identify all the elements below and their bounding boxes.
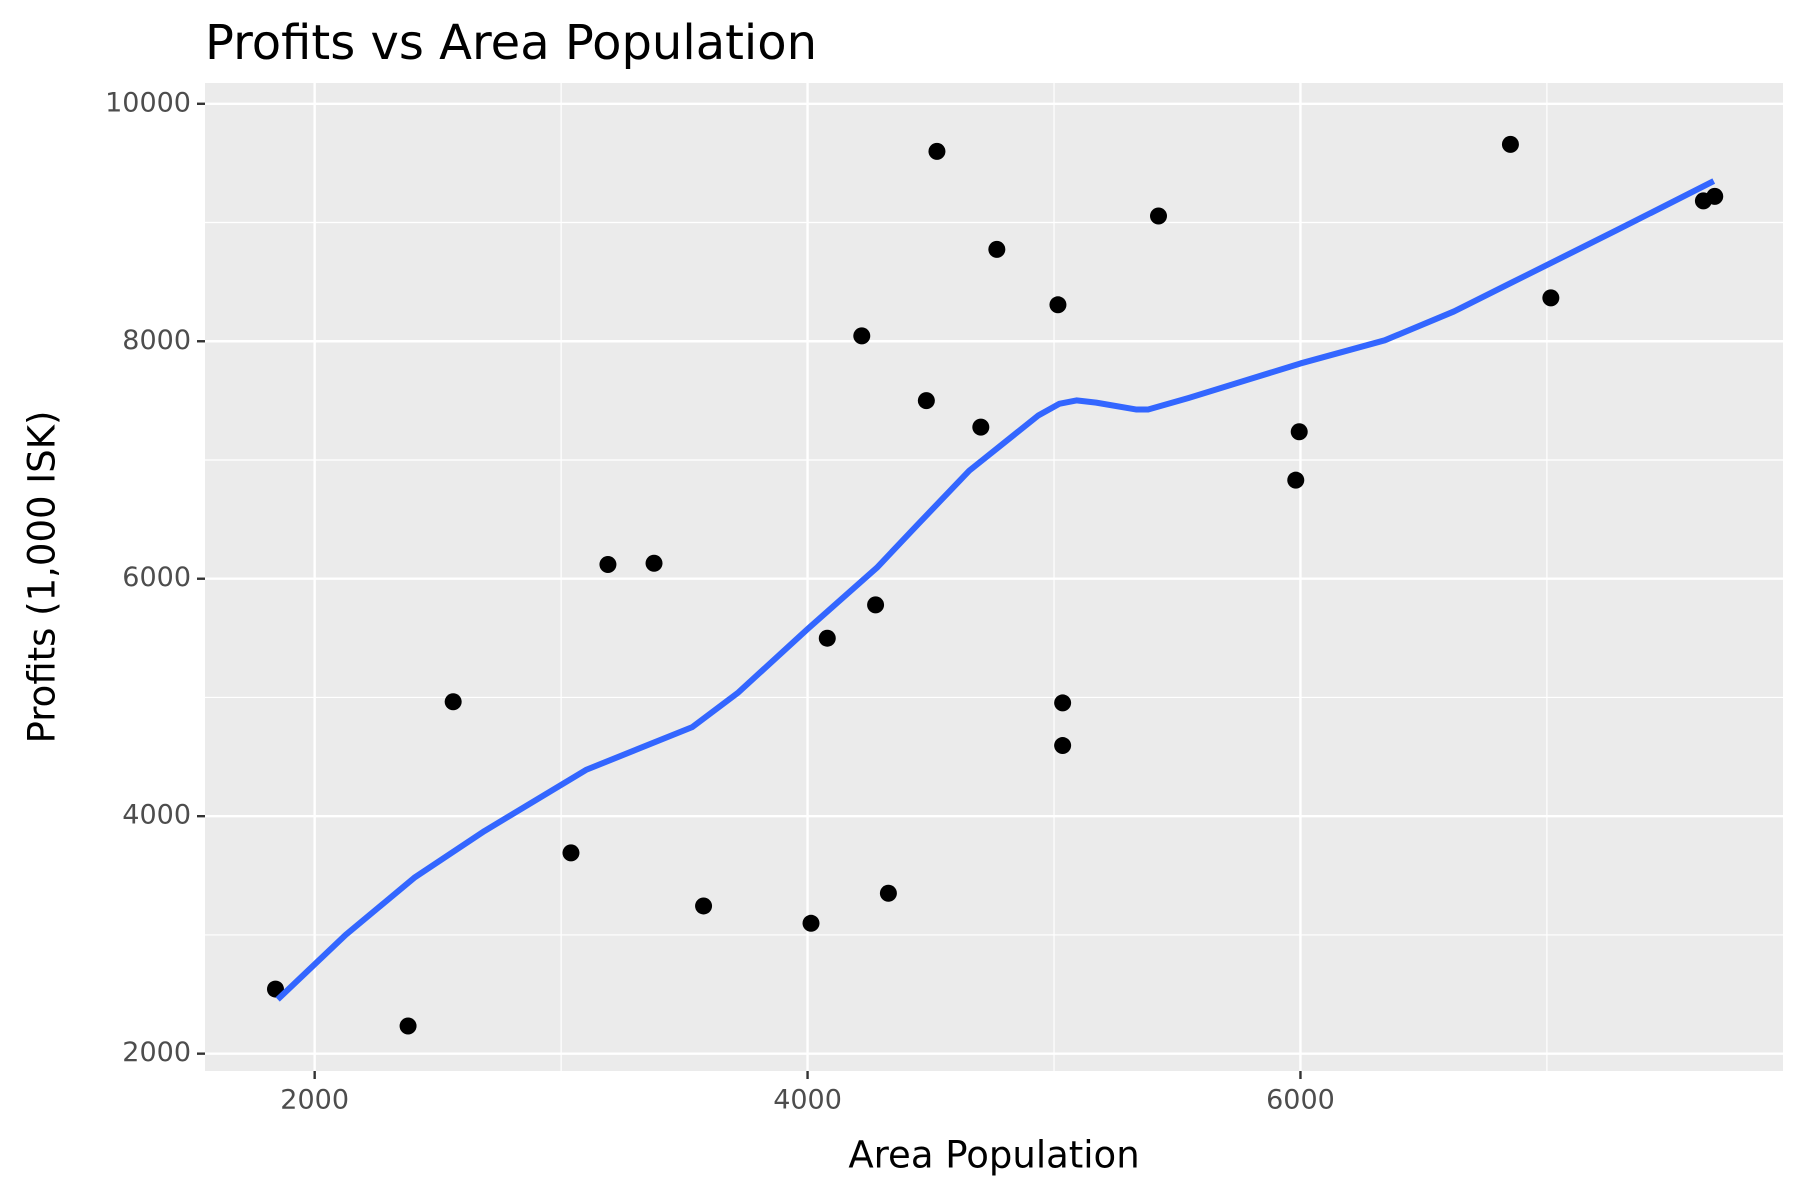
point — [1706, 187, 1724, 205]
x-tick-label: 6000 — [1266, 1085, 1335, 1116]
point — [1542, 289, 1560, 307]
point — [1054, 694, 1072, 712]
point — [444, 693, 462, 711]
y-tick-label: 6000 — [122, 562, 191, 593]
point — [1054, 737, 1072, 755]
y-tick-label: 4000 — [122, 800, 191, 831]
x-tick-label: 4000 — [773, 1085, 842, 1116]
y-tick-label: 8000 — [122, 325, 191, 356]
point — [645, 554, 663, 572]
marks — [266, 135, 1724, 1035]
panel — [205, 83, 1783, 1071]
x-axis-title: Area Population — [848, 1134, 1139, 1177]
point — [928, 142, 946, 160]
point — [1049, 296, 1067, 314]
point — [917, 392, 935, 410]
y-tick-label: 2000 — [122, 1037, 191, 1068]
point — [853, 327, 871, 345]
point — [695, 897, 713, 915]
point — [266, 980, 284, 998]
point — [1150, 207, 1168, 225]
point — [867, 596, 885, 614]
y-axis-title: Profits (1,000 ISK) — [21, 411, 64, 744]
point — [988, 240, 1006, 258]
x-tick-label: 2000 — [280, 1085, 349, 1116]
point — [879, 884, 897, 902]
point — [1290, 423, 1308, 441]
smooth-line — [275, 178, 1716, 1002]
point — [802, 914, 820, 932]
point — [1501, 135, 1519, 153]
point — [599, 555, 617, 573]
point — [399, 1017, 417, 1035]
point — [818, 629, 836, 647]
point — [972, 418, 990, 436]
y-tick-label: 10000 — [105, 87, 191, 118]
chart-title: Profits vs Area Population — [205, 15, 817, 71]
point — [1287, 471, 1305, 489]
point — [562, 844, 580, 862]
grid — [205, 83, 1783, 1071]
